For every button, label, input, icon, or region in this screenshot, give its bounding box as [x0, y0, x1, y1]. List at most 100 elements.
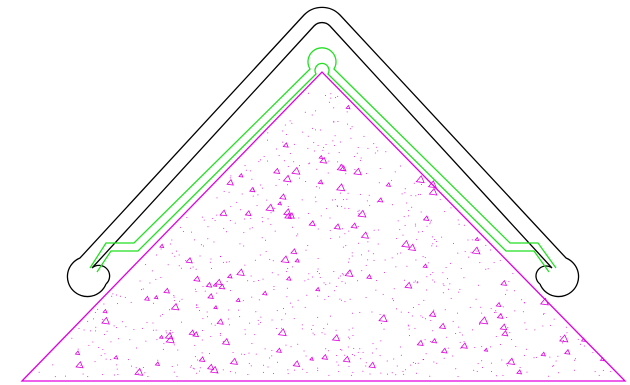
aggregate-dot — [252, 189, 254, 191]
aggregate-dot — [196, 372, 198, 374]
aggregate-dot — [208, 353, 210, 355]
aggregate-dot — [403, 373, 405, 375]
aggregate-dot — [549, 356, 551, 358]
aggregate-dot — [519, 367, 521, 369]
aggregate-dot — [441, 236, 443, 238]
rebar-outer — [89, 47, 557, 269]
aggregate — [428, 187, 438, 196]
aggregate — [282, 174, 292, 183]
aggregate-dot — [351, 126, 353, 128]
aggregate-dot — [199, 370, 201, 372]
aggregate — [317, 179, 324, 185]
aggregate-dot — [194, 344, 196, 346]
aggregate-dot — [357, 147, 359, 149]
aggregate-dot — [380, 322, 382, 324]
aggregate-dot — [155, 329, 157, 331]
aggregate-dot — [286, 270, 288, 272]
aggregate-dot — [481, 312, 483, 314]
aggregate-dot — [293, 143, 295, 145]
aggregate — [159, 243, 165, 249]
aggregate-dot — [505, 293, 507, 295]
aggregate-dot — [482, 366, 484, 368]
aggregate-dot — [442, 292, 444, 294]
aggregate-dot — [414, 362, 416, 364]
aggregate-dot — [299, 177, 301, 179]
aggregate-dot — [111, 295, 113, 297]
aggregate-dot — [216, 197, 218, 199]
aggregate — [219, 209, 228, 217]
aggregate-dot — [499, 343, 501, 345]
aggregate-dot — [407, 324, 409, 326]
aggregate-dot — [325, 144, 327, 146]
aggregate-dot — [254, 259, 256, 261]
aggregate-dot — [167, 264, 169, 266]
aggregate-dot — [470, 251, 472, 253]
aggregate-dot — [425, 353, 427, 355]
aggregate — [499, 323, 508, 331]
aggregate-dot — [258, 161, 260, 163]
aggregate — [559, 334, 569, 343]
aggregate — [401, 239, 411, 248]
aggregate-dot — [354, 169, 356, 171]
aggregate-dot — [348, 258, 350, 260]
aggregate-dot — [276, 148, 278, 150]
aggregate-dot — [152, 329, 154, 331]
aggregate-dot — [140, 289, 142, 291]
aggregate-dot — [257, 194, 259, 196]
aggregate — [483, 347, 489, 352]
aggregate-dot — [308, 273, 310, 275]
aggregate-dot — [450, 262, 452, 264]
aggregate-dot — [433, 309, 435, 311]
aggregate-dot — [342, 274, 344, 276]
aggregate-dot — [156, 254, 158, 256]
aggregate-dot — [460, 267, 462, 269]
aggregate-dot — [298, 165, 300, 167]
aggregate-dot — [260, 184, 262, 186]
aggregate-dot — [523, 302, 525, 304]
aggregate — [185, 256, 193, 264]
aggregate-dot — [201, 216, 203, 218]
aggregate — [292, 360, 301, 367]
aggregate-dot — [376, 146, 378, 148]
aggregate-dot — [173, 294, 175, 296]
aggregate — [277, 201, 283, 206]
aggregate-dot — [265, 250, 267, 252]
aggregate-dot — [353, 156, 355, 158]
aggregate-dot — [385, 151, 387, 153]
aggregate-dot — [212, 217, 214, 219]
aggregate-dot — [330, 93, 332, 95]
aggregate-dot — [243, 245, 245, 247]
aggregate-dot — [342, 246, 344, 248]
aggregate-dot — [251, 343, 253, 345]
aggregate-dot — [256, 205, 258, 207]
aggregate-dot — [521, 299, 523, 301]
aggregate-dot — [426, 289, 428, 291]
aggregate-dot — [376, 280, 378, 282]
aggregate-dot — [426, 276, 428, 278]
aggregate-dot — [229, 177, 231, 179]
aggregate-dot — [469, 306, 471, 308]
aggregate-dot — [415, 372, 417, 374]
aggregate-dot — [137, 373, 139, 375]
aggregate-dot — [239, 316, 241, 318]
aggregate-dot — [225, 261, 227, 263]
aggregate-dot — [344, 233, 346, 235]
aggregate — [339, 164, 347, 172]
aggregate-dot — [347, 272, 349, 274]
aggregate-dot — [267, 132, 269, 134]
aggregate-dot — [553, 365, 555, 367]
aggregate-dot — [494, 312, 496, 314]
aggregate-dot — [269, 258, 271, 260]
aggregate-dot — [533, 357, 535, 359]
aggregate-dot — [552, 365, 554, 367]
aggregate-dot — [404, 192, 406, 194]
aggregate-dot — [447, 278, 449, 280]
aggregate-dot — [278, 154, 280, 156]
aggregate-dot — [429, 375, 431, 377]
aggregate-dot — [309, 162, 311, 164]
aggregate-dot — [199, 367, 201, 369]
aggregate-dot — [405, 369, 407, 371]
aggregate — [273, 167, 281, 174]
aggregate-dot — [142, 327, 144, 329]
aggregate-dot — [408, 210, 410, 212]
